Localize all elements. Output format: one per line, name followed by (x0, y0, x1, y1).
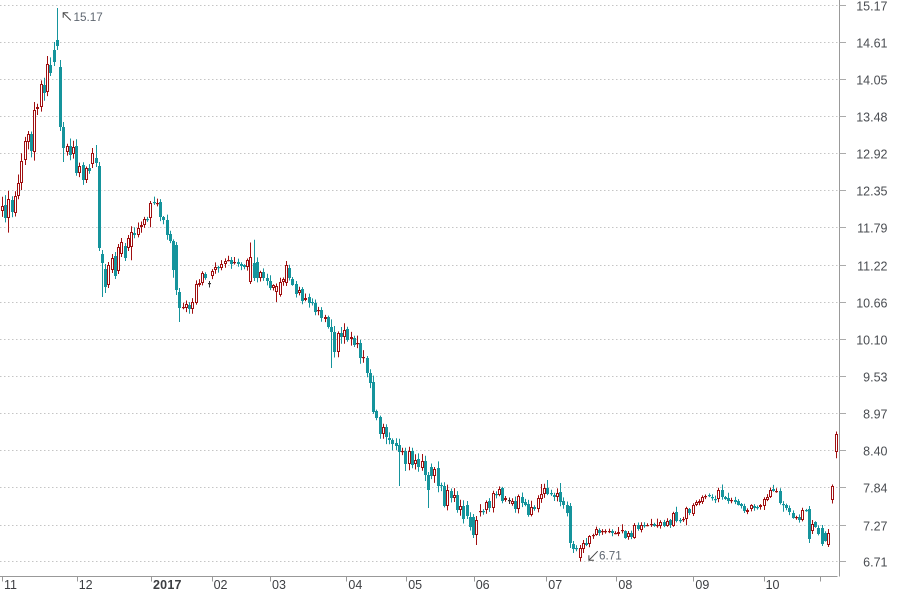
svg-text:8.97: 8.97 (863, 408, 887, 422)
svg-text:6.71: 6.71 (863, 556, 887, 570)
svg-text:14.61: 14.61 (856, 37, 887, 51)
svg-text:11.22: 11.22 (857, 260, 887, 274)
svg-text:11: 11 (4, 578, 17, 591)
svg-text:10: 10 (766, 578, 780, 591)
svg-text:14.05: 14.05 (856, 74, 887, 88)
svg-text:02: 02 (214, 578, 228, 591)
svg-text:10.66: 10.66 (856, 297, 887, 311)
svg-text:07: 07 (548, 578, 562, 591)
svg-text:12.92: 12.92 (856, 148, 887, 162)
svg-text:7.84: 7.84 (863, 482, 887, 496)
svg-text:10.10: 10.10 (856, 334, 887, 348)
svg-text:13.48: 13.48 (856, 111, 887, 125)
svg-text:11.79: 11.79 (857, 222, 887, 236)
svg-text:08: 08 (618, 578, 632, 591)
svg-text:15.17: 15.17 (74, 11, 103, 24)
svg-text:04: 04 (348, 578, 362, 591)
svg-text:12: 12 (79, 578, 93, 591)
svg-text:05: 05 (408, 578, 422, 591)
svg-text:12.35: 12.35 (856, 185, 887, 199)
svg-text:09: 09 (695, 578, 709, 591)
svg-text:2017: 2017 (153, 578, 182, 591)
svg-text:6.71: 6.71 (599, 549, 622, 562)
svg-text:06: 06 (476, 578, 490, 591)
svg-text:8.40: 8.40 (863, 445, 887, 459)
svg-text:03: 03 (272, 578, 286, 591)
svg-text:7.27: 7.27 (863, 520, 887, 534)
svg-text:15.17: 15.17 (856, 0, 887, 14)
svg-text:9.53: 9.53 (863, 371, 887, 385)
